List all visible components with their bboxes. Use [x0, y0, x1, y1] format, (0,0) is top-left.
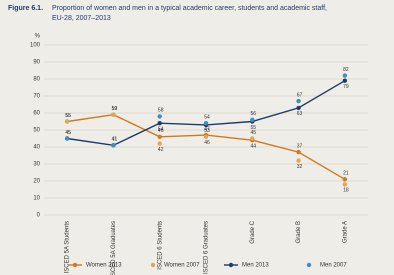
point [250, 136, 255, 141]
x-tick-label: Grade A [342, 221, 348, 243]
point [203, 134, 209, 139]
x-tick-label: ISCED 5A Graduates [111, 221, 117, 275]
point [203, 121, 209, 126]
y-tick-label: 90 [33, 60, 40, 66]
legend-marker [72, 262, 78, 268]
data-label: 45 [65, 130, 71, 136]
y-tick-label: 30 [33, 162, 40, 168]
point [64, 119, 70, 124]
data-label: 67 [297, 92, 303, 98]
point [342, 73, 348, 78]
point [157, 121, 162, 126]
figure-label: Figure 6.1. [8, 5, 43, 12]
x-tick-label: ISCED 6 Students [157, 221, 163, 270]
data-label: 44 [251, 144, 257, 150]
data-label: 32 [297, 164, 303, 170]
y-tick-label: 50 [33, 128, 40, 134]
chart-title: Proportion of women and men in a typical… [52, 5, 327, 12]
data-label: 18 [343, 188, 349, 194]
data-label: 55 [65, 113, 71, 119]
legend-label: Women 2007 [164, 263, 200, 269]
data-label: 59 [112, 106, 118, 112]
point [342, 177, 348, 182]
data-label: 54 [158, 127, 164, 133]
legend-label: Men 2013 [242, 263, 269, 269]
data-label: 47 [204, 126, 210, 132]
data-label: 37 [297, 143, 303, 149]
data-label: 46 [158, 128, 164, 134]
x-tick-label: Grade B [296, 221, 302, 243]
data-label: 63 [297, 111, 303, 117]
x-tick-label: Grade C [250, 220, 256, 243]
data-label: 54 [204, 115, 210, 121]
point [342, 78, 348, 83]
y-tick-label: 60 [33, 111, 40, 117]
point [296, 158, 301, 163]
point [157, 141, 162, 146]
legend-label: Women 2013 [86, 263, 122, 269]
x-tick-label: ISCED 6 Graduates [204, 221, 210, 274]
legend-label: Men 2007 [320, 263, 347, 269]
legend-marker [228, 262, 234, 268]
y-tick-label: 10 [33, 196, 40, 202]
y-tick-label: 70 [33, 94, 40, 100]
y-axis-label: % [35, 34, 41, 40]
point [157, 134, 162, 139]
data-label: 41 [112, 137, 118, 143]
data-label: 59 [112, 106, 118, 112]
point [157, 114, 162, 119]
data-label: 58 [158, 108, 164, 114]
y-tick-label: 20 [33, 179, 40, 185]
data-label: 45 [65, 130, 71, 136]
y-tick-label: 0 [37, 213, 41, 219]
point [64, 136, 70, 141]
x-tick-label: ISCED 5A Students [65, 221, 71, 273]
y-tick-label: 40 [33, 145, 40, 151]
data-label: 41 [112, 137, 118, 143]
point [111, 143, 116, 148]
y-tick-label: 100 [30, 43, 41, 49]
y-tick-label: 80 [33, 77, 40, 83]
point [250, 117, 255, 123]
data-label: 42 [158, 147, 164, 153]
point [296, 105, 301, 111]
legend-marker [150, 262, 156, 268]
data-label: 45 [251, 130, 257, 136]
data-label: 82 [343, 67, 349, 73]
point [111, 112, 116, 117]
point [296, 149, 301, 155]
data-label: 56 [251, 111, 257, 117]
data-label: 55 [251, 125, 257, 131]
point [296, 98, 301, 104]
point [342, 182, 348, 187]
chart-subtitle: EU-28, 2007–2013 [52, 15, 111, 22]
data-label: 46 [204, 140, 210, 146]
legend-marker [306, 262, 312, 268]
data-label: 53 [204, 128, 210, 134]
data-label: 21 [343, 171, 349, 177]
data-label: 55 [65, 113, 71, 119]
data-label: 79 [343, 84, 349, 90]
